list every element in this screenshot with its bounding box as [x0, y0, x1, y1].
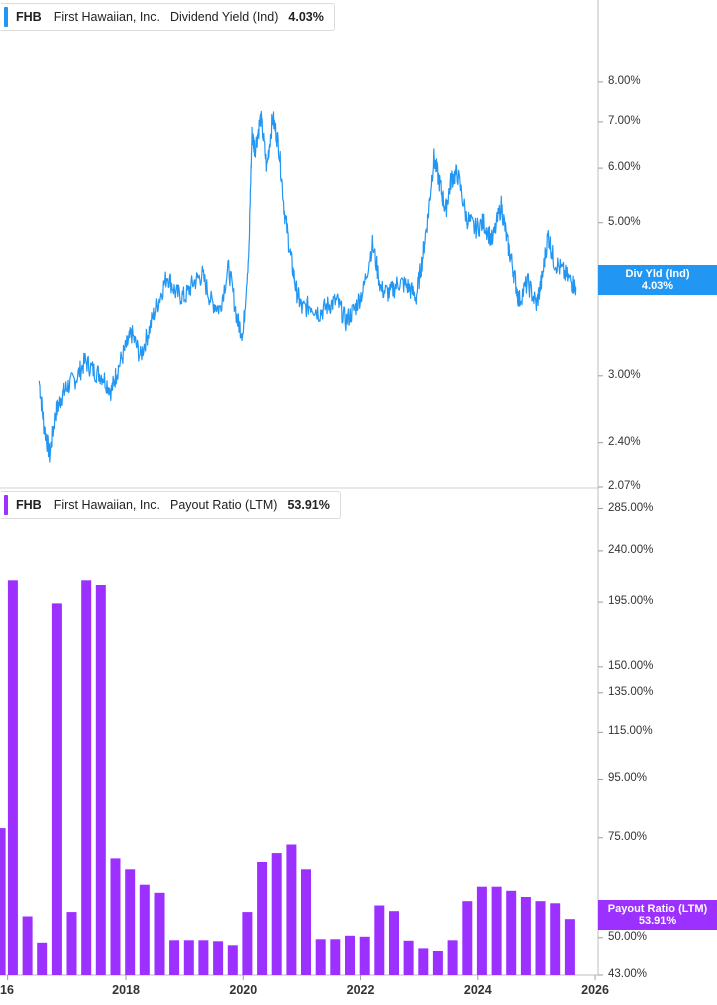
payout-bar: [432, 951, 443, 975]
payout-legend-company: First Hawaiian, Inc.: [53, 498, 160, 512]
payout-bar: [81, 580, 92, 975]
payout-bar: [389, 911, 399, 975]
yield-value-tag: Div Yld (Ind) 4.03%: [598, 265, 717, 295]
payout-value-tag: Payout Ratio (LTM) 53.91%: [598, 900, 717, 930]
yield-legend-ticker: FHB: [16, 10, 42, 24]
yield-legend-value: 4.03%: [288, 10, 324, 24]
payout-bar: [169, 940, 180, 975]
payout-bar: [301, 869, 311, 975]
y-tick-label: 95.00%: [608, 772, 648, 785]
payout-legend: FHB First Hawaiian, Inc. Payout Ratio (L…: [1, 491, 341, 519]
payout-bar: [564, 919, 575, 975]
x-tick-label: 2022: [346, 983, 375, 997]
payout-bar: [330, 939, 341, 975]
y-tick-label: 5.00%: [608, 215, 641, 228]
payout-bar: [110, 858, 121, 975]
payout-legend-metric: Payout Ratio (LTM): [169, 498, 278, 512]
payout-tag-value: 53.91%: [638, 915, 677, 927]
payout-bar: [345, 935, 355, 975]
payout-bar: [213, 941, 224, 975]
y-tick-label: 2.40%: [608, 435, 641, 448]
payout-bar: [359, 936, 370, 975]
payout-bar: [520, 897, 531, 975]
payout-bar: [271, 853, 282, 975]
yield-tag-label: Div Yld (Ind): [625, 268, 690, 280]
yield-legend-company: First Hawaiian, Inc.: [53, 10, 160, 24]
payout-bar: [315, 939, 326, 975]
x-tick-label: 2024: [463, 983, 492, 997]
y-tick-label: 2.07%: [608, 480, 641, 492]
payout-bar: [7, 580, 18, 975]
payout-bar: [37, 942, 48, 975]
yield-legend: FHB First Hawaiian, Inc. Dividend Yield …: [1, 3, 335, 31]
y-tick-label: 3.00%: [608, 368, 641, 381]
payout-tag-label: Payout Ratio (LTM): [607, 903, 708, 915]
y-tick-label: 115.00%: [608, 725, 653, 738]
payout-bar: [66, 912, 77, 975]
payout-ratio-bars: [0, 580, 575, 975]
payout-bar: [95, 585, 106, 975]
payout-bar: [198, 940, 209, 975]
y-tick-label: 43.00%: [608, 968, 648, 980]
payout-legend-value: 53.91%: [287, 498, 330, 512]
payout-bar: [227, 945, 238, 975]
payout-bar: [535, 901, 546, 975]
payout-bar: [286, 844, 297, 975]
payout-bar: [418, 948, 429, 975]
payout-tick-marks: [598, 508, 603, 976]
y-tick-label: 150.00%: [608, 659, 654, 672]
x-tick-label: 2020: [229, 983, 258, 997]
payout-bar: [242, 912, 253, 975]
y-tick-label: 75.00%: [608, 830, 648, 843]
payout-bar: [476, 886, 487, 975]
yield-legend-metric: Dividend Yield (Ind): [169, 10, 279, 24]
x-tick-label: 16: [0, 983, 14, 997]
payout-bar: [491, 886, 502, 975]
yield-tag-value: 4.03%: [641, 280, 674, 292]
y-tick-label: 240.00%: [608, 543, 654, 556]
payout-bar: [0, 828, 6, 975]
y-tick-label: 50.00%: [608, 930, 648, 943]
dividend-yield-line: [38, 110, 577, 463]
payout-bar: [125, 869, 136, 975]
payout-bar: [51, 603, 62, 975]
x-tick-label: 2026: [581, 983, 609, 997]
x-tick-label: 2018: [112, 983, 140, 997]
payout-bar: [403, 940, 414, 975]
payout-bar: [462, 901, 473, 975]
payout-bar: [257, 862, 268, 975]
payout-bar: [550, 903, 561, 975]
payout-legend-ticker: FHB: [16, 498, 42, 512]
payout-bar: [506, 890, 517, 975]
payout-bar: [374, 905, 385, 975]
y-tick-label: 135.00%: [608, 685, 654, 698]
x-tick-marks: [7, 975, 596, 980]
payout-legend-swatch: [4, 495, 8, 515]
y-tick-label: 195.00%: [608, 595, 654, 608]
y-tick-label: 7.00%: [608, 114, 641, 127]
payout-bar: [22, 916, 33, 975]
yield-legend-swatch: [4, 7, 8, 27]
payout-bar: [183, 940, 194, 975]
payout-bar: [139, 884, 150, 975]
payout-bar: [447, 940, 458, 975]
y-tick-label: 6.00%: [608, 161, 641, 174]
y-tick-label: 285.00%: [608, 501, 654, 514]
payout-bar: [154, 892, 165, 975]
y-tick-label: 8.00%: [608, 74, 641, 87]
yield-tick-marks: [598, 81, 603, 488]
